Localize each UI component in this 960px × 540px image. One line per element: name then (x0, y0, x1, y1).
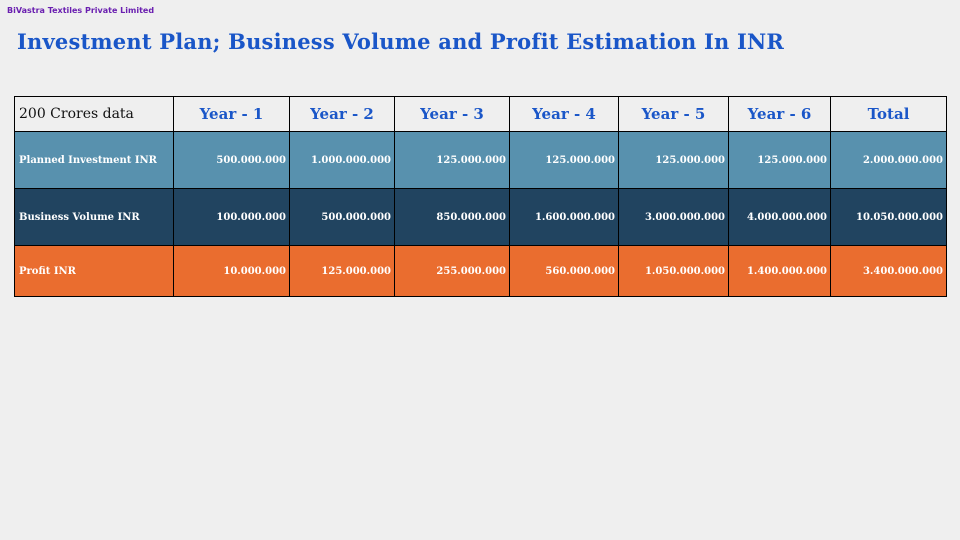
table-cell: 100.000.000 (173, 188, 290, 246)
table-cell: 1.000.000.000 (289, 131, 395, 189)
column-header: Total (830, 96, 947, 132)
table-cell: 850.000.000 (394, 188, 510, 246)
table-cell: 10.050.000.000 (830, 188, 947, 246)
table-cell: 255.000.000 (394, 245, 510, 297)
table-cell: 125.000.000 (394, 131, 510, 189)
table-cell: 125.000.000 (509, 131, 619, 189)
row-label: Profit INR (14, 245, 174, 297)
column-header: Year - 4 (509, 96, 619, 132)
table-cell: 500.000.000 (289, 188, 395, 246)
table-cell: 3.000.000.000 (618, 188, 729, 246)
table-cell: 125.000.000 (618, 131, 729, 189)
table-cell: 1.600.000.000 (509, 188, 619, 246)
table-row: Business Volume INR 100.000.000 500.000.00… (14, 188, 947, 246)
table-cell: 2.000.000.000 (830, 131, 947, 189)
table-cell: 125.000.000 (289, 245, 395, 297)
table-cell: 560.000.000 (509, 245, 619, 297)
table-row: Planned Investment INR 500.000.000 1.000.0… (14, 131, 947, 189)
estimation-table: 200 Crores data Year - 1 Year - 2 Year - 3… (14, 96, 947, 297)
column-header: Year - 2 (289, 96, 395, 132)
column-header: Year - 6 (728, 96, 831, 132)
table-row: Profit INR 10.000.000 125.000.000 255.000.0… (14, 245, 947, 297)
table-cell: 1.400.000.000 (728, 245, 831, 297)
table-cell: 1.050.000.000 (618, 245, 729, 297)
column-header: Year - 1 (173, 96, 290, 132)
table-cell: 125.000.000 (728, 131, 831, 189)
company-name: BiVastra Textiles Private Limited (7, 6, 155, 15)
row-label: Business Volume INR (14, 188, 174, 246)
column-header: Year - 3 (394, 96, 510, 132)
row-label: Planned Investment INR (14, 131, 174, 189)
table-cell: 4.000.000.000 (728, 188, 831, 246)
table-cell: 3.400.000.000 (830, 245, 947, 297)
page-title: Investment Plan; Business Volume and Pro… (17, 29, 785, 54)
table-cell: 10.000.000 (173, 245, 290, 297)
header-row: 200 Crores data Year - 1 Year - 2 Year - 3… (14, 96, 947, 132)
corner-label: 200 Crores data (14, 96, 174, 132)
table-cell: 500.000.000 (173, 131, 290, 189)
column-header: Year - 5 (618, 96, 729, 132)
